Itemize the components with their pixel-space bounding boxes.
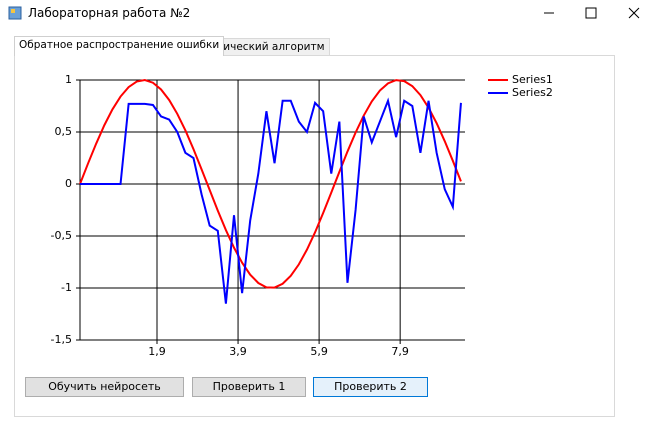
series-line: [79, 78, 462, 289]
app-icon: [8, 6, 22, 20]
window-title: Лабораторная работа №2: [28, 6, 191, 20]
y-tick-label: -1,5: [51, 333, 72, 346]
y-tick-label: 0,5: [55, 125, 73, 138]
x-tick-label: 5,9: [310, 345, 328, 358]
legend-label: Series2: [512, 86, 553, 99]
x-tick-label: 7,9: [391, 345, 409, 358]
legend-label: Series1: [512, 73, 553, 86]
window-controls[interactable]: [530, 0, 651, 28]
y-tick-label: 0: [65, 177, 72, 190]
y-tick-label: 1: [65, 73, 72, 86]
button[interactable]: Проверить 1: [192, 377, 306, 397]
title-bar: Лабораторная работа №2: [0, 0, 651, 28]
tab[interactable]: Обратное распространение ошибки: [14, 36, 225, 56]
series-line: [80, 97, 462, 304]
button[interactable]: Обучить нейросеть: [25, 377, 184, 397]
y-tick-label: -1: [61, 281, 72, 294]
x-tick-label: 1,9: [148, 345, 166, 358]
y-tick-label: -0,5: [51, 229, 72, 242]
button[interactable]: Проверить 2: [313, 377, 428, 397]
x-tick-label: 3,9: [229, 345, 247, 358]
